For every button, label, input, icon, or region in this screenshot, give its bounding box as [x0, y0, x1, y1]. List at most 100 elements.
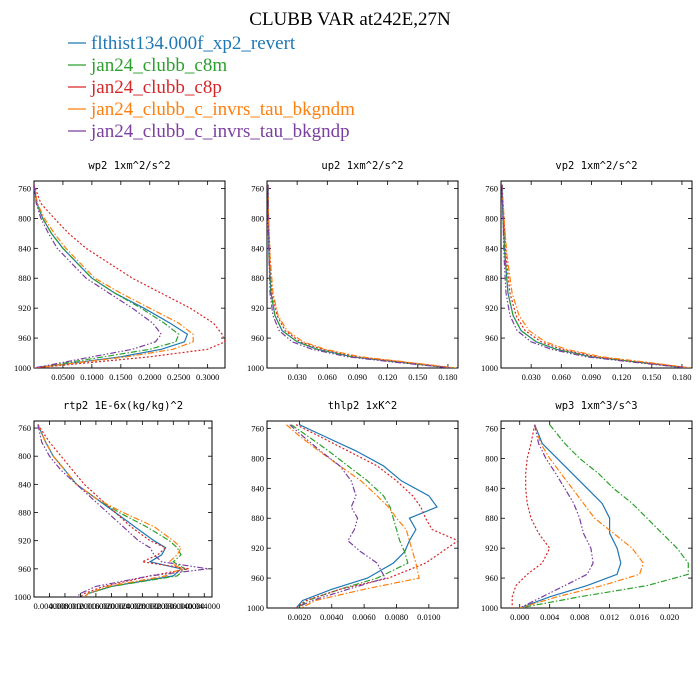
y-tick-label: 880 [251, 273, 264, 283]
x-tick-label: 0.1500 [109, 372, 132, 382]
series-line [289, 424, 387, 608]
x-tick-label: 0.044000 [188, 601, 220, 611]
series-line [519, 424, 689, 608]
series-line [501, 184, 691, 368]
y-tick-label: 920 [18, 536, 31, 546]
y-tick-label: 840 [485, 243, 498, 253]
y-tick-label: 840 [485, 483, 498, 493]
y-tick-label: 800 [18, 451, 31, 461]
series-line [34, 184, 180, 368]
legend-entry: jan24_clubb_c8m [90, 55, 227, 76]
x-tick-label: 0.0080 [385, 612, 408, 622]
x-tick-label: 0.1000 [80, 372, 103, 382]
series-line [37, 424, 183, 597]
y-tick-label: 840 [251, 243, 264, 253]
series-line [37, 424, 186, 597]
series-line [295, 424, 438, 608]
chart-panel: thlp2 1xK^2 760 800 840 880 920 960 1000 0.0020 0… [247, 400, 459, 622]
panel-title: thlp2 1xK^2 [328, 400, 398, 412]
y-tick-label: 800 [485, 453, 498, 463]
y-tick-label: 800 [251, 453, 264, 463]
x-tick-label: 0.0100 [417, 612, 440, 622]
y-tick-label: 760 [251, 183, 264, 193]
x-tick-label: 0.0040 [320, 612, 343, 622]
y-tick-label: 800 [485, 213, 498, 223]
y-tick-label: 880 [485, 273, 498, 283]
figure-title: CLUBB VAR at242E,27N [249, 9, 451, 30]
y-tick-label: 880 [18, 273, 31, 283]
y-tick-label: 840 [251, 483, 264, 493]
series-line [501, 184, 690, 368]
legend-entry: jan24_clubb_c_invrs_tau_bkgndm [90, 99, 355, 120]
x-tick-label: 0.030 [522, 372, 541, 382]
plot-frame [266, 180, 459, 369]
y-tick-label: 800 [18, 213, 31, 223]
x-tick-label: 0.032000 [142, 601, 174, 611]
chart-panel: wp3 1xm^3/s^3 760 800 840 880 920 960 1000 0.000… [481, 400, 693, 622]
x-tick-label: 0.0500 [51, 372, 74, 382]
plot-frame [266, 420, 459, 609]
y-tick-label: 760 [485, 423, 498, 433]
x-tick-label: 0.028000 [126, 601, 158, 611]
x-tick-label: 0.120 [612, 372, 631, 382]
x-tick-label: 0.004000 [34, 601, 66, 611]
series-line [34, 184, 225, 368]
plot-frame [500, 180, 693, 369]
y-tick-label: 920 [251, 303, 264, 313]
series-line [511, 424, 551, 608]
y-tick-label: 760 [485, 183, 498, 193]
x-tick-label: 0.036000 [157, 601, 189, 611]
x-tick-label: 0.120 [378, 372, 397, 382]
series-line [295, 424, 458, 608]
legend-entry: jan24_clubb_c8p [90, 77, 222, 98]
panel-title: wp3 1xm^3/s^3 [555, 400, 637, 412]
x-tick-label: 0.008 [570, 612, 589, 622]
y-tick-label: 880 [18, 508, 31, 518]
x-tick-label: 0.0020 [288, 612, 311, 622]
panel-title: up2 1xm^2/s^2 [321, 160, 403, 172]
y-tick-label: 920 [18, 303, 31, 313]
y-tick-label: 1000 [481, 603, 498, 613]
y-tick-label: 1000 [14, 363, 31, 373]
legend: flthist134.000f_xp2_revertjan24_clubb_c8… [68, 33, 355, 142]
legend-entry: flthist134.000f_xp2_revert [91, 33, 296, 54]
x-tick-label: 0.3000 [196, 372, 219, 382]
series-line [519, 424, 644, 608]
series-line [37, 424, 209, 597]
y-tick-label: 760 [18, 183, 31, 193]
plot-frame [33, 180, 226, 369]
x-tick-label: 0.2000 [138, 372, 161, 382]
series-line [501, 184, 688, 368]
series-line [267, 184, 454, 368]
series-line [519, 424, 622, 608]
x-tick-label: 0.0060 [352, 612, 375, 622]
series-line [34, 184, 189, 368]
x-tick-label: 0.004 [540, 612, 560, 622]
y-tick-label: 960 [485, 573, 498, 583]
x-tick-label: 0.020 [660, 612, 679, 622]
x-tick-label: 0.150 [408, 372, 427, 382]
y-tick-label: 760 [18, 423, 31, 433]
y-tick-label: 920 [485, 303, 498, 313]
x-tick-label: 0.000 [510, 612, 529, 622]
y-tick-label: 960 [18, 564, 31, 574]
x-tick-label: 0.024000 [111, 601, 143, 611]
y-tick-label: 960 [485, 333, 498, 343]
x-tick-label: 0.060 [552, 372, 571, 382]
y-tick-label: 1000 [14, 592, 31, 602]
series-line [267, 184, 456, 368]
series-line [267, 184, 457, 368]
x-tick-label: 0.016000 [80, 601, 112, 611]
panel-title: rtp2 1E-6x(kg/kg)^2 [63, 400, 183, 412]
y-tick-label: 880 [485, 513, 498, 523]
x-tick-label: 0.012 [600, 612, 619, 622]
series-line [501, 184, 692, 368]
series-line [34, 184, 194, 368]
series-line [286, 424, 420, 608]
x-tick-label: 0.008000 [49, 601, 81, 611]
series-line [34, 184, 163, 368]
plot-frame [33, 420, 213, 598]
plot-frame [500, 420, 693, 609]
legend-entry: jan24_clubb_c_invrs_tau_bkgndp [90, 121, 350, 142]
